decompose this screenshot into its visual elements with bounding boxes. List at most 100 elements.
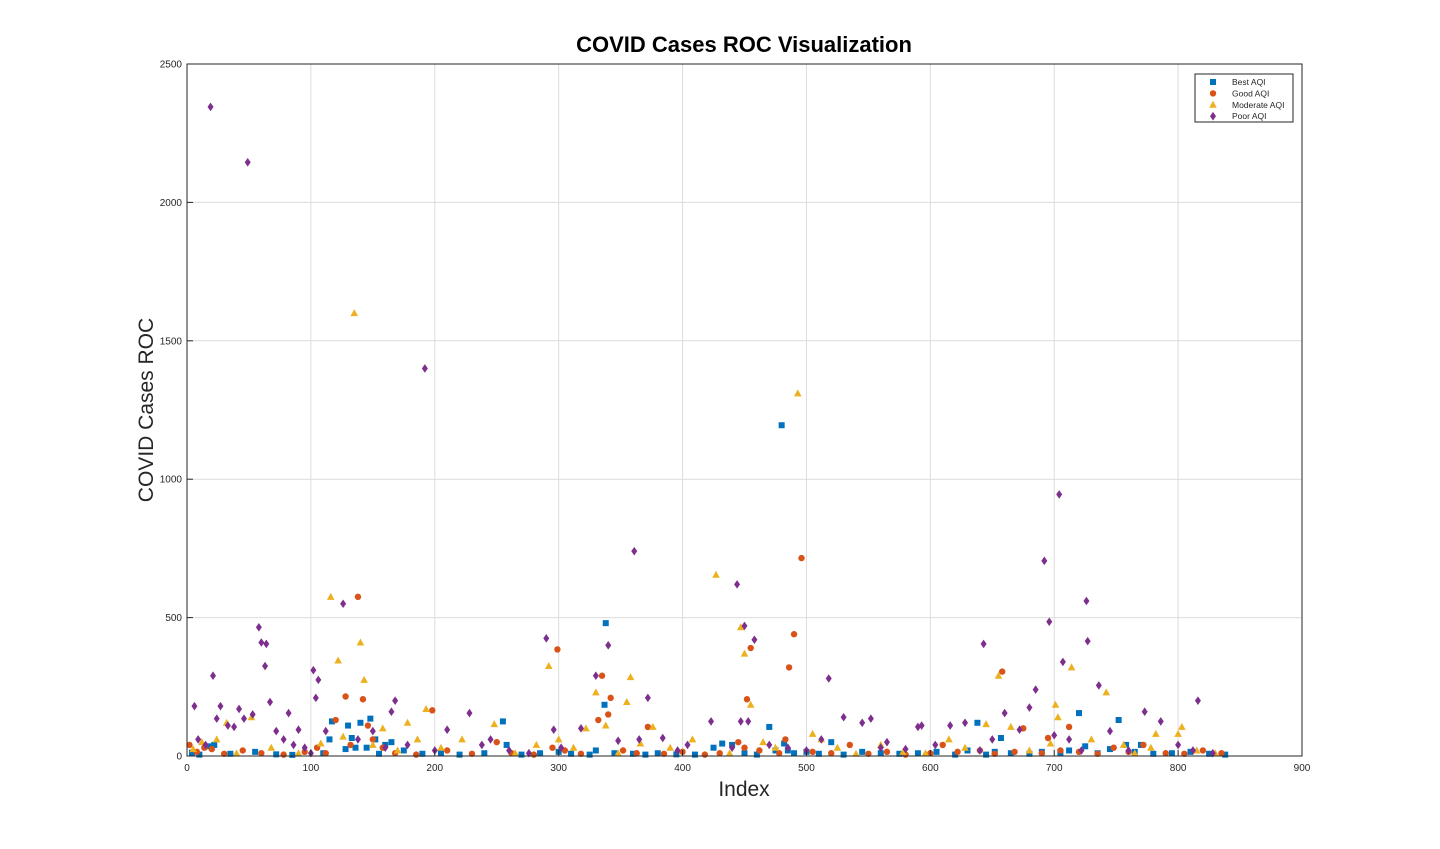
data-point [437,750,444,757]
x-tick-label: 100 [303,763,320,774]
data-point [249,710,256,719]
data-point [577,750,585,757]
data-point [315,675,322,685]
y-tick-label: 1000 [160,475,183,486]
data-point [1199,747,1207,754]
data-point [506,746,513,755]
data-point [899,747,907,755]
data-point [766,740,773,750]
data-point [1083,596,1090,606]
data-point [883,737,890,747]
data-point [654,750,661,757]
x-tick-label: 700 [1046,763,1063,774]
data-point [947,721,954,730]
x-tick-label: 600 [922,763,939,774]
data-point [403,718,412,726]
data-point [582,724,590,732]
data-point [487,735,494,744]
data-point [220,750,228,757]
data-point [1106,726,1113,736]
data-point [1051,730,1058,740]
data-point [493,738,500,746]
data-point [982,720,990,728]
legend-item: Good AQI [1209,88,1269,98]
data-point [712,570,720,578]
data-point [684,740,691,750]
data-point [595,716,602,724]
data-point [196,751,203,758]
legend-item: Moderate AQI [1209,100,1284,110]
series-diamond [191,102,1216,758]
data-point [852,749,860,757]
data-point [1125,746,1132,755]
y-tick-label: 1500 [160,336,183,347]
data-point [1181,750,1188,757]
data-point [771,743,780,751]
data-point [236,704,243,714]
data-point [747,644,754,652]
data-point [626,673,635,681]
y-tick-label: 2000 [160,198,183,209]
data-point [490,720,499,728]
data-point [267,697,274,707]
data-point [342,746,349,753]
x-axis-label: Index [718,778,770,801]
data-point [206,743,213,750]
data-point [793,389,802,397]
data-point [354,593,362,601]
data-point [1038,750,1046,757]
data-point [867,714,874,723]
data-point [195,735,202,744]
data-point [273,726,280,736]
data-point [328,718,335,725]
data-point [782,736,789,743]
data-point [659,733,666,743]
data-point [939,741,946,749]
data-point [499,718,506,725]
data-point [322,726,329,736]
legend-item: Best AQI [1210,77,1266,87]
y-axis-label: COVID Cases ROC [135,318,158,502]
data-point [252,748,259,755]
data-point [660,750,668,757]
data-point [1026,750,1033,757]
legend-marker [1210,111,1216,121]
data-point [741,744,748,751]
data-point [605,640,612,650]
data-point [393,746,402,754]
data-point [674,746,681,755]
data-point [1130,749,1139,757]
data-point [364,722,372,729]
data-point [828,750,835,757]
data-point [354,735,361,744]
data-point [212,735,221,743]
data-point [725,749,734,757]
data-point [598,672,606,679]
data-point [295,725,302,735]
data-point [478,740,485,750]
data-point [636,739,645,747]
data-point [326,592,335,600]
data-point [883,748,891,756]
data-point [568,750,575,757]
data-point [602,620,609,627]
data-point [759,738,767,746]
data-point [1044,734,1052,742]
x-tick-label: 400 [674,763,691,774]
data-point [818,735,825,744]
data-point [688,735,697,743]
y-tick-label: 2500 [160,60,183,71]
data-point [790,631,798,638]
data-point [208,745,215,753]
data-point [1078,746,1085,755]
axis-ticks: 0 100 200 300 400 500 600 700 800 900 0 500 1000 1500… [160,60,1311,775]
data-point [1032,685,1039,694]
data-point [317,739,325,747]
data-point [701,751,709,758]
data-point [1046,617,1053,627]
data-point [673,751,680,758]
data-point [348,735,355,742]
data-point [753,751,760,758]
data-point [1007,722,1015,730]
data-point [1194,696,1201,705]
